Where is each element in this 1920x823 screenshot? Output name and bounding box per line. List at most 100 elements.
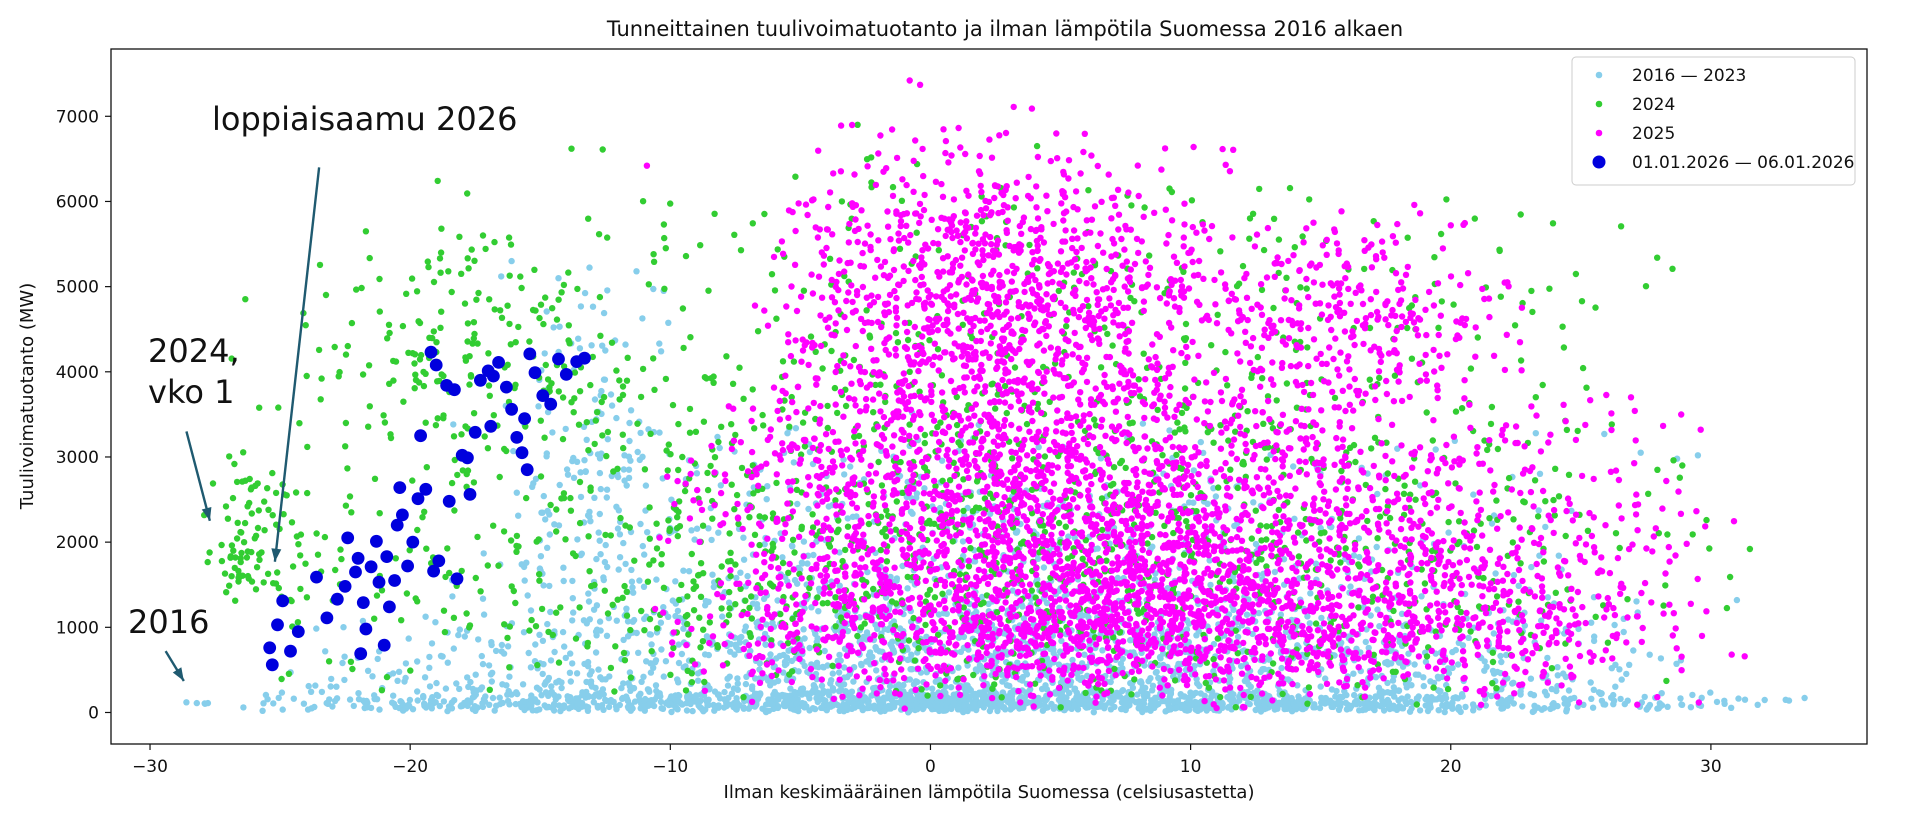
data-point [1283,274,1290,281]
data-point [1563,426,1571,434]
data-point [1166,185,1173,192]
data-point [1182,320,1190,328]
data-point [414,658,421,665]
data-point [1247,693,1255,701]
data-point [1608,665,1616,672]
data-point [1361,265,1368,273]
data-point [1385,699,1393,706]
data-point [518,561,525,568]
data-point [303,372,310,380]
data-point [807,333,815,340]
data-point [1152,669,1160,676]
data-point [586,616,593,623]
data-point [470,689,477,696]
data-point [1630,647,1637,654]
data-point [915,645,922,652]
data-point [1335,694,1343,701]
data-point [572,635,580,642]
data-point [865,520,873,528]
data-point [1177,691,1184,698]
data-point [723,702,730,710]
data-point [553,528,560,535]
data-point [636,577,643,584]
data-point [240,704,247,711]
data-point [1445,518,1452,526]
data-point [1227,675,1234,682]
data-point [819,690,826,697]
data-point [581,457,588,464]
data-point [1328,686,1336,693]
data-point [631,557,638,564]
data-point [889,183,897,191]
data-point [1374,535,1381,542]
data-point [260,700,267,707]
data-point [1123,699,1130,706]
data-point [660,584,668,591]
data-point [1364,517,1371,525]
data-point [1423,409,1430,416]
data-point [1544,594,1552,601]
data-point [1229,695,1237,703]
data-point [575,421,583,428]
data-point [970,701,978,708]
data-point [622,560,629,568]
data-point [859,576,866,583]
data-point [1703,516,1710,524]
data-point [547,608,554,616]
data-point [1204,429,1212,436]
data-point [1418,593,1425,600]
data-point [726,530,733,537]
data-point [1178,409,1186,417]
data-point [406,703,413,710]
data-point [620,539,627,547]
data-point [432,619,439,626]
data-point [1435,324,1442,331]
data-point [640,673,647,680]
data-point [653,625,661,632]
data-point [1443,196,1450,203]
data-point [797,687,805,694]
data-point [1530,692,1538,699]
data-point [533,707,540,714]
data-point [590,699,597,706]
data-point [607,391,615,398]
data-point [648,697,655,704]
data-point [528,692,535,699]
data-point [866,334,874,341]
data-point [635,649,642,656]
data-point [640,583,648,590]
data-point [278,689,286,696]
data-point [656,429,663,436]
data-point [1162,708,1169,715]
data-point [585,533,592,540]
data-point [478,652,485,660]
data-point [814,594,821,601]
data-point [1662,582,1669,589]
data-point [674,532,681,540]
data-point [495,562,502,569]
data-point [684,611,691,619]
data-point [604,436,611,443]
data-point [642,703,650,710]
data-point [790,358,798,365]
data-point [433,691,440,699]
data-point [733,574,740,582]
data-point [762,708,770,716]
data-point [363,697,370,705]
data-point [1441,708,1448,716]
data-point [609,601,616,608]
data-point [777,610,784,618]
data-point [696,614,703,621]
data-point [347,658,355,665]
data-point [1527,675,1535,682]
data-point [1253,559,1260,566]
data-point [1259,375,1266,382]
data-point [1252,507,1260,514]
data-point [1449,664,1456,672]
data-point [1234,484,1242,492]
data-point [1327,557,1334,564]
data-point [774,704,782,712]
data-point [667,671,674,678]
data-point [798,559,806,566]
data-point [305,682,312,690]
